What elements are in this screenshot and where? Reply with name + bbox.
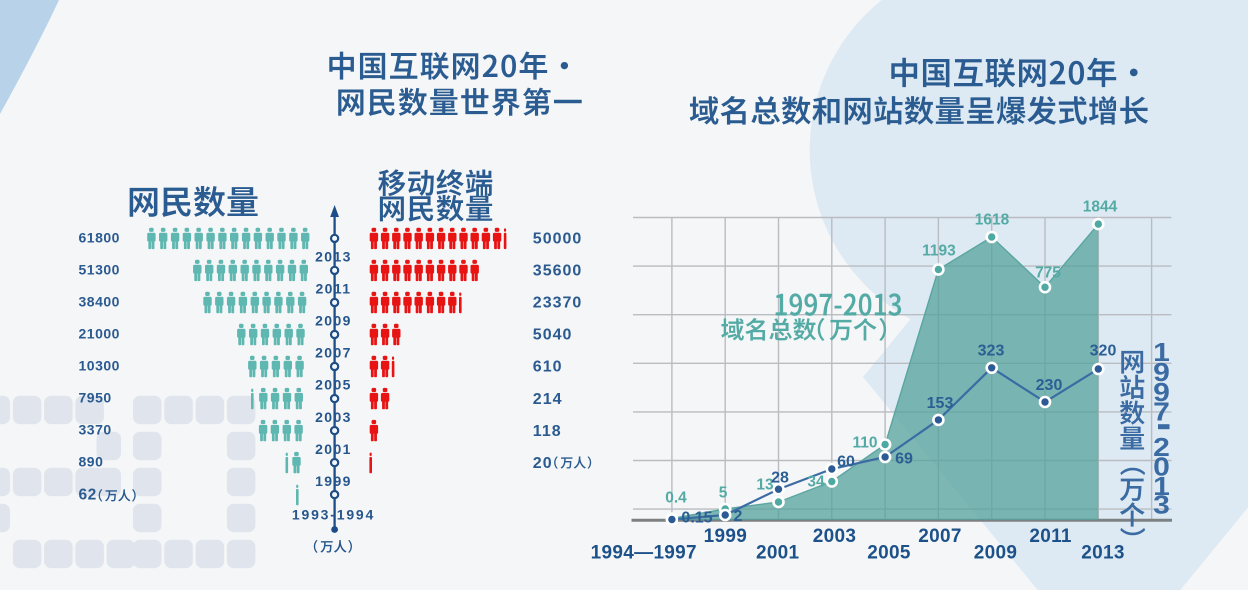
svg-text:7: 7 bbox=[1153, 398, 1170, 426]
svg-text:1993-1994: 1993-1994 bbox=[292, 507, 375, 523]
svg-text:2009: 2009 bbox=[974, 543, 1017, 564]
svg-text:0.4: 0.4 bbox=[665, 490, 687, 507]
svg-text:2007: 2007 bbox=[918, 526, 961, 547]
svg-text:2011: 2011 bbox=[1029, 526, 1072, 547]
svg-text:60: 60 bbox=[837, 454, 855, 471]
svg-text:21000: 21000 bbox=[79, 326, 120, 342]
svg-text:610: 610 bbox=[533, 359, 563, 376]
svg-text:38400: 38400 bbox=[79, 294, 120, 310]
svg-text:1193: 1193 bbox=[922, 243, 956, 260]
svg-text:2007: 2007 bbox=[315, 345, 352, 361]
svg-text:2013: 2013 bbox=[1081, 543, 1124, 564]
svg-text:13: 13 bbox=[756, 477, 774, 494]
svg-text:20: 20 bbox=[533, 455, 553, 472]
svg-text:1999: 1999 bbox=[704, 526, 747, 547]
svg-text:153: 153 bbox=[927, 395, 954, 412]
svg-text:34: 34 bbox=[807, 474, 825, 491]
svg-text:775: 775 bbox=[1035, 265, 1061, 282]
svg-text:61800: 61800 bbox=[79, 229, 120, 245]
svg-text:9: 9 bbox=[1153, 378, 1170, 406]
svg-text:320: 320 bbox=[1090, 343, 1117, 360]
svg-text:1999: 1999 bbox=[315, 473, 352, 489]
svg-text:1: 1 bbox=[1153, 338, 1170, 366]
svg-text:7950: 7950 bbox=[79, 390, 112, 406]
svg-text:2013: 2013 bbox=[315, 249, 352, 265]
svg-text:50000: 50000 bbox=[533, 231, 583, 248]
svg-text:0.15: 0.15 bbox=[681, 510, 712, 527]
svg-text:2001: 2001 bbox=[756, 543, 800, 564]
svg-text:69: 69 bbox=[895, 451, 913, 468]
svg-text:1844: 1844 bbox=[1083, 199, 1118, 216]
svg-text:2: 2 bbox=[1153, 433, 1170, 461]
svg-text:230: 230 bbox=[1036, 377, 1063, 394]
svg-text:2005: 2005 bbox=[315, 377, 352, 393]
svg-text:0: 0 bbox=[1153, 453, 1170, 481]
svg-text:110: 110 bbox=[852, 435, 877, 452]
svg-text:2011: 2011 bbox=[316, 281, 352, 297]
svg-text:890: 890 bbox=[79, 454, 104, 470]
svg-text:1618: 1618 bbox=[975, 212, 1010, 229]
svg-text:323: 323 bbox=[978, 343, 1005, 360]
svg-text:5040: 5040 bbox=[533, 327, 573, 344]
svg-text:3: 3 bbox=[1153, 491, 1170, 519]
svg-text:28: 28 bbox=[771, 470, 789, 487]
svg-text:2: 2 bbox=[734, 508, 743, 525]
svg-text:1: 1 bbox=[1153, 472, 1170, 500]
svg-text:1994—1997: 1994—1997 bbox=[591, 543, 697, 564]
svg-text:2009: 2009 bbox=[315, 313, 352, 329]
svg-text:2001: 2001 bbox=[315, 441, 352, 457]
svg-text:2003: 2003 bbox=[813, 526, 856, 547]
svg-text:214: 214 bbox=[533, 391, 563, 408]
svg-text:10300: 10300 bbox=[79, 358, 120, 374]
svg-text:2005: 2005 bbox=[867, 543, 911, 564]
svg-text:62: 62 bbox=[79, 487, 97, 504]
svg-text:9: 9 bbox=[1153, 358, 1170, 386]
svg-text:118: 118 bbox=[533, 423, 562, 440]
svg-text:3370: 3370 bbox=[79, 422, 112, 438]
svg-text:35600: 35600 bbox=[533, 263, 583, 280]
svg-text:23370: 23370 bbox=[533, 295, 583, 312]
svg-text:2003: 2003 bbox=[315, 409, 352, 425]
svg-text:51300: 51300 bbox=[79, 261, 120, 277]
svg-text:5: 5 bbox=[719, 485, 728, 502]
